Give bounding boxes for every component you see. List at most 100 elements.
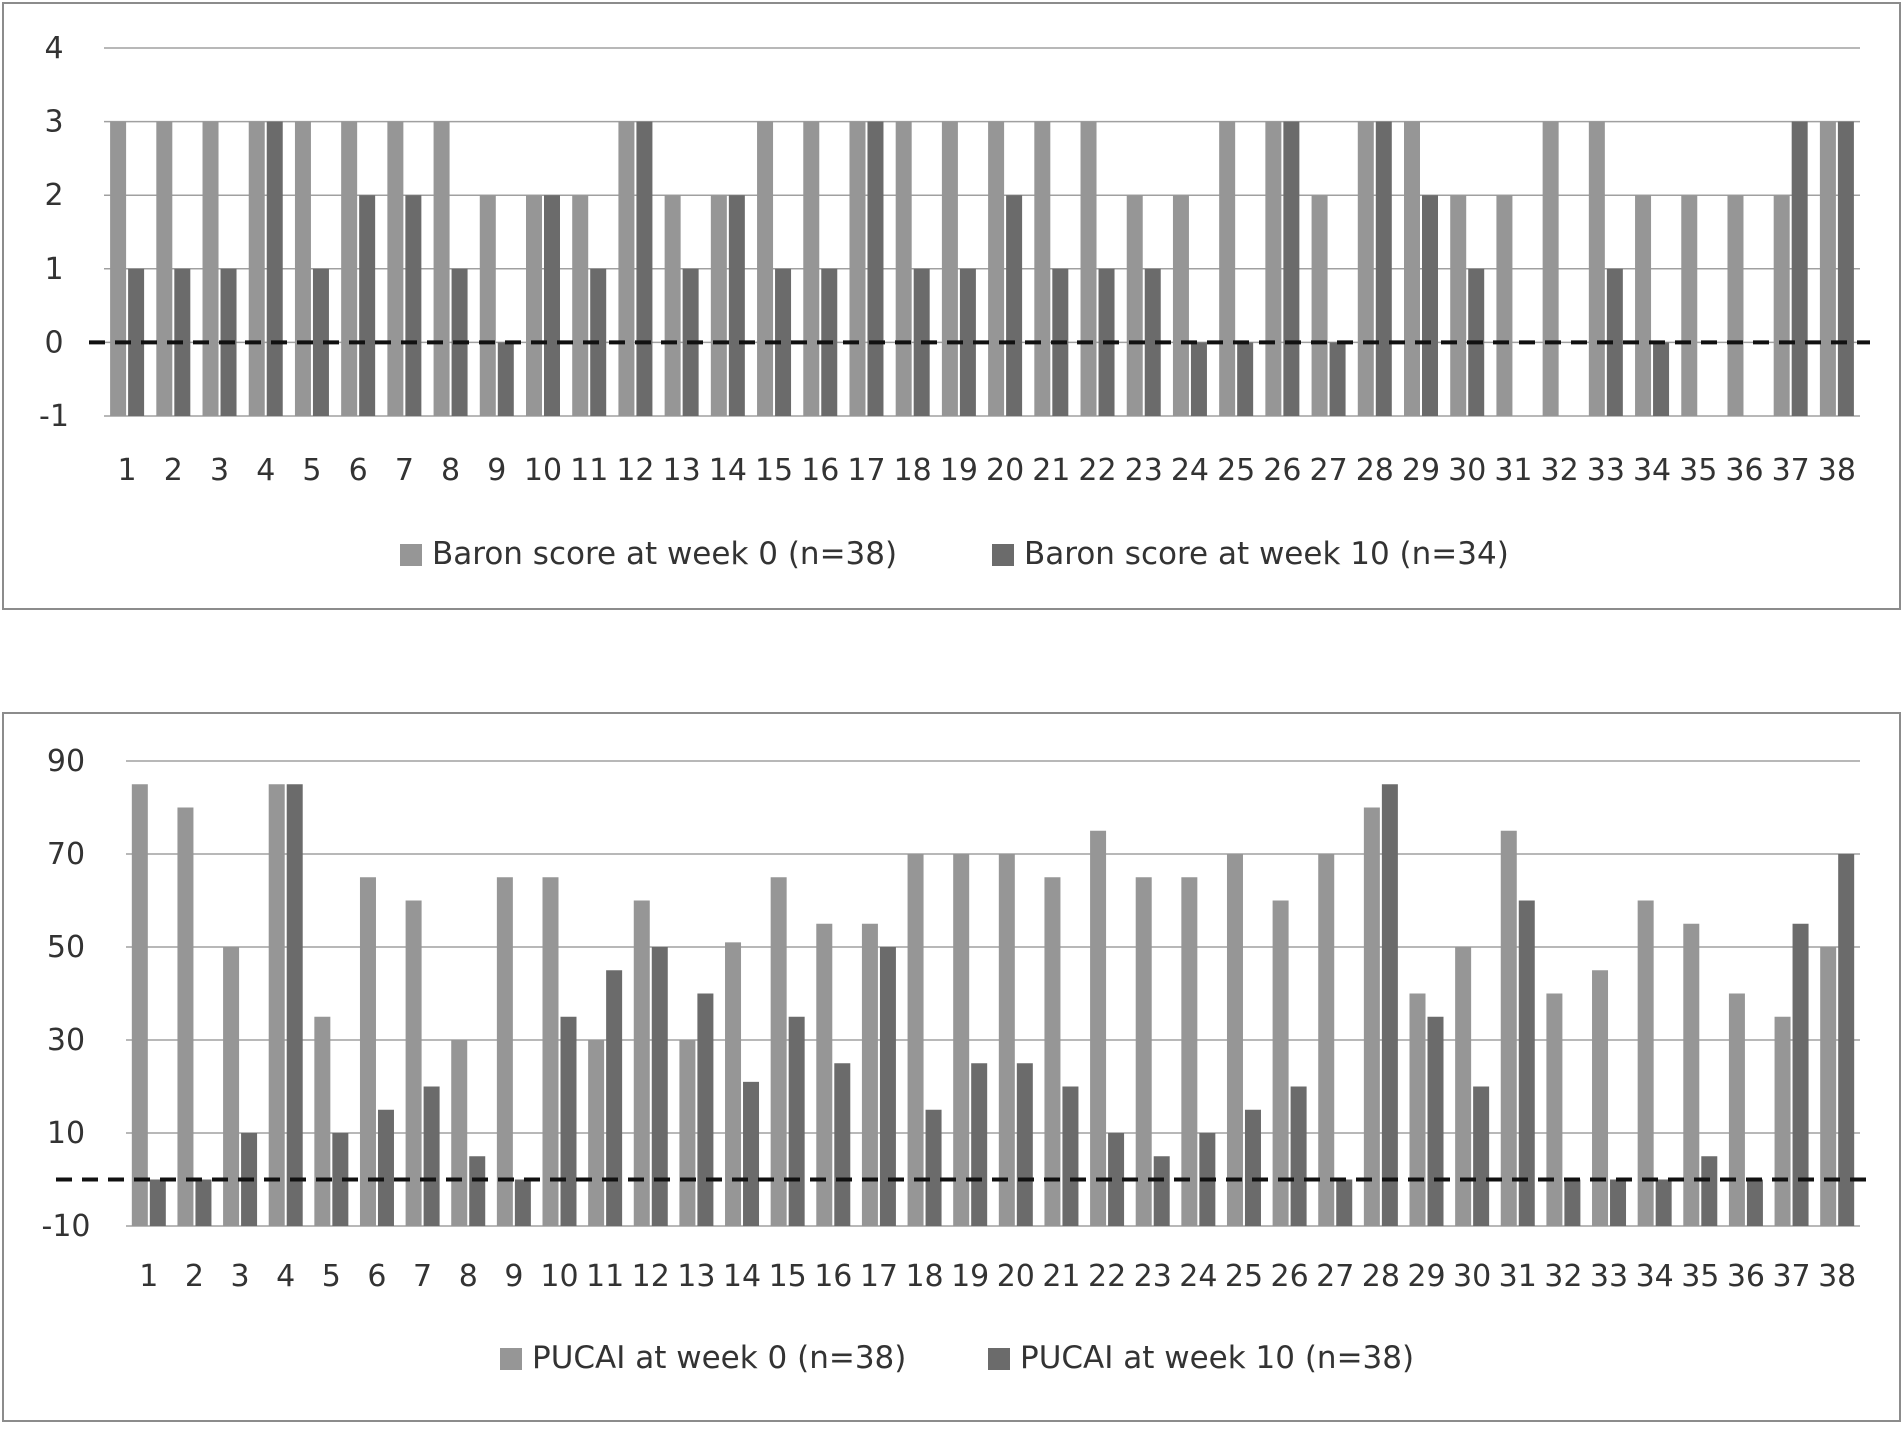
- pucai-bar-week10: [1473, 1086, 1490, 1226]
- pucai-bar-week0: [1044, 877, 1061, 1226]
- baron-bar-week10: [544, 195, 560, 416]
- pucai-x-tick-label: 21: [1042, 1259, 1080, 1294]
- pucai-x-tick-label: 34: [1636, 1259, 1674, 1294]
- baron-bar-week10: [405, 195, 422, 416]
- baron-x-tick-label: 13: [663, 453, 701, 488]
- baron-bar-week10: [775, 268, 792, 416]
- baron-bar-week10: [1837, 121, 1854, 416]
- baron-bar-week0: [110, 121, 127, 416]
- baron-x-tick-label: 17: [847, 453, 885, 488]
- pucai-y-tick-label: 30: [47, 1023, 85, 1058]
- baron-bar-week0: [664, 195, 681, 416]
- baron-bar-week0: [1727, 195, 1744, 416]
- pucai-x-tick-label: 2: [185, 1259, 204, 1294]
- pucai-bar-week10: [697, 993, 714, 1226]
- pucai-bar-week0: [131, 784, 148, 1226]
- pucai-bar-week0: [314, 1016, 331, 1226]
- baron-x-tick-label: 22: [1078, 453, 1116, 488]
- baron-bar-week0: [895, 121, 912, 416]
- pucai-bar-week0: [816, 923, 833, 1226]
- baron-y-tick-label: 1: [44, 252, 63, 287]
- baron-bar-week10: [1006, 195, 1023, 416]
- pucai-bar-week10: [1655, 1179, 1672, 1226]
- pucai-bar-week10: [1244, 1109, 1261, 1226]
- pucai-bar-week0: [496, 877, 513, 1226]
- pucai-bar-week10: [1701, 1156, 1718, 1226]
- baron-bar-week0: [202, 121, 219, 416]
- baron-bar-week0: [1450, 195, 1467, 416]
- pucai-x-tick-label: 13: [677, 1259, 715, 1294]
- baron-chart-panel: -1 0 1 2 3 4 1 2 3 4 5 6 7 8 9 10 11 12 13 14 15 16 17 18 19 20 21…: [2, 2, 1901, 610]
- pucai-x-tick-label: 7: [413, 1259, 432, 1294]
- pucai-x-tick-label: 8: [459, 1259, 478, 1294]
- baron-bar-week10: [867, 121, 884, 416]
- pucai-x-tick-label: 36: [1727, 1259, 1765, 1294]
- pucai-chart-panel: -10 10 30 50 70 90 1 2 3 4 5 6 7 8 9 10 11 12 13 14 15 16 17 18…: [2, 712, 1901, 1422]
- baron-y-tick-label: 3: [44, 105, 63, 140]
- baron-bar-week0: [526, 195, 542, 416]
- baron-bar-week0: [941, 121, 958, 416]
- pucai-bar-week10: [1108, 1133, 1125, 1226]
- pucai-bar-week10: [423, 1086, 440, 1226]
- baron-bar-week0: [1496, 195, 1513, 416]
- pucai-bar-week10: [1427, 1016, 1444, 1226]
- pucai-x-tick-label: 29: [1407, 1259, 1445, 1294]
- baron-bar-week0: [294, 121, 311, 416]
- baron-bar-week10: [1791, 121, 1808, 416]
- baron-x-tick-label: 3: [210, 453, 229, 488]
- pucai-x-tick-label: 24: [1179, 1259, 1217, 1294]
- baron-x-tick-label: 18: [894, 453, 932, 488]
- pucai-bar-week10: [1792, 923, 1809, 1226]
- baron-bar-week10: [1422, 195, 1438, 416]
- baron-bar-week10: [266, 121, 283, 416]
- pucai-bar-week10: [1610, 1179, 1627, 1226]
- pucai-x-tick-label: 18: [905, 1259, 943, 1294]
- pucai-bar-week0: [1637, 900, 1654, 1226]
- baron-bar-week10: [1375, 121, 1392, 416]
- baron-x-tick-label: 4: [256, 453, 275, 488]
- pucai-x-tick-label: 32: [1544, 1259, 1582, 1294]
- pucai-bar-week0: [1820, 947, 1837, 1226]
- pucai-y-tick-label: 70: [47, 837, 85, 872]
- baron-bar-week10: [1653, 342, 1670, 416]
- pucai-bar-week0: [998, 854, 1015, 1226]
- baron-bar-week0: [1542, 121, 1559, 416]
- baron-bar-week10: [1237, 342, 1254, 416]
- baron-bar-week0: [710, 195, 727, 416]
- baron-bar-week10: [636, 121, 653, 416]
- pucai-bar-week0: [1318, 854, 1335, 1226]
- baron-x-tick-label: 11: [570, 453, 608, 488]
- pucai-bar-week10: [971, 1063, 988, 1226]
- baron-x-tick-label: 25: [1217, 453, 1255, 488]
- pucai-bar-week0: [1272, 900, 1289, 1226]
- baron-bar-week10: [1329, 342, 1346, 416]
- pucai-bar-week0: [1546, 993, 1563, 1226]
- pucai-bar-week10: [1838, 854, 1855, 1226]
- pucai-bar-week10: [925, 1109, 942, 1226]
- baron-bar-week0: [1034, 121, 1051, 416]
- pucai-bar-week10: [377, 1109, 394, 1226]
- pucai-x-tick-label: 20: [997, 1259, 1035, 1294]
- pucai-x-tick-label: 31: [1499, 1259, 1537, 1294]
- baron-bar-week0: [1404, 121, 1420, 416]
- pucai-x-tick-label: 5: [322, 1259, 341, 1294]
- pucai-bar-week10: [1016, 1063, 1033, 1226]
- baron-bar-week10: [959, 268, 976, 416]
- pucai-bar-week0: [1409, 993, 1426, 1226]
- pucai-x-tick-label: 14: [723, 1259, 761, 1294]
- pucai-x-tick-label: 4: [276, 1259, 295, 1294]
- pucai-bar-week0: [359, 877, 376, 1226]
- pucai-bar-week0: [268, 784, 285, 1226]
- baron-bar-week0: [757, 121, 774, 416]
- pucai-bar-week0: [1363, 807, 1380, 1226]
- pucai-x-tick-label: 10: [540, 1259, 578, 1294]
- baron-bar-week0: [248, 121, 265, 416]
- pucai-y-tick-label: 50: [47, 930, 85, 965]
- baron-bar-week10: [128, 268, 145, 416]
- pucai-bar-week0: [861, 923, 878, 1226]
- baron-bar-week0: [1311, 195, 1328, 416]
- pucai-x-tick-label: 26: [1271, 1259, 1309, 1294]
- pucai-x-tick-label: 23: [1134, 1259, 1172, 1294]
- pucai-x-tick-label: 17: [860, 1259, 898, 1294]
